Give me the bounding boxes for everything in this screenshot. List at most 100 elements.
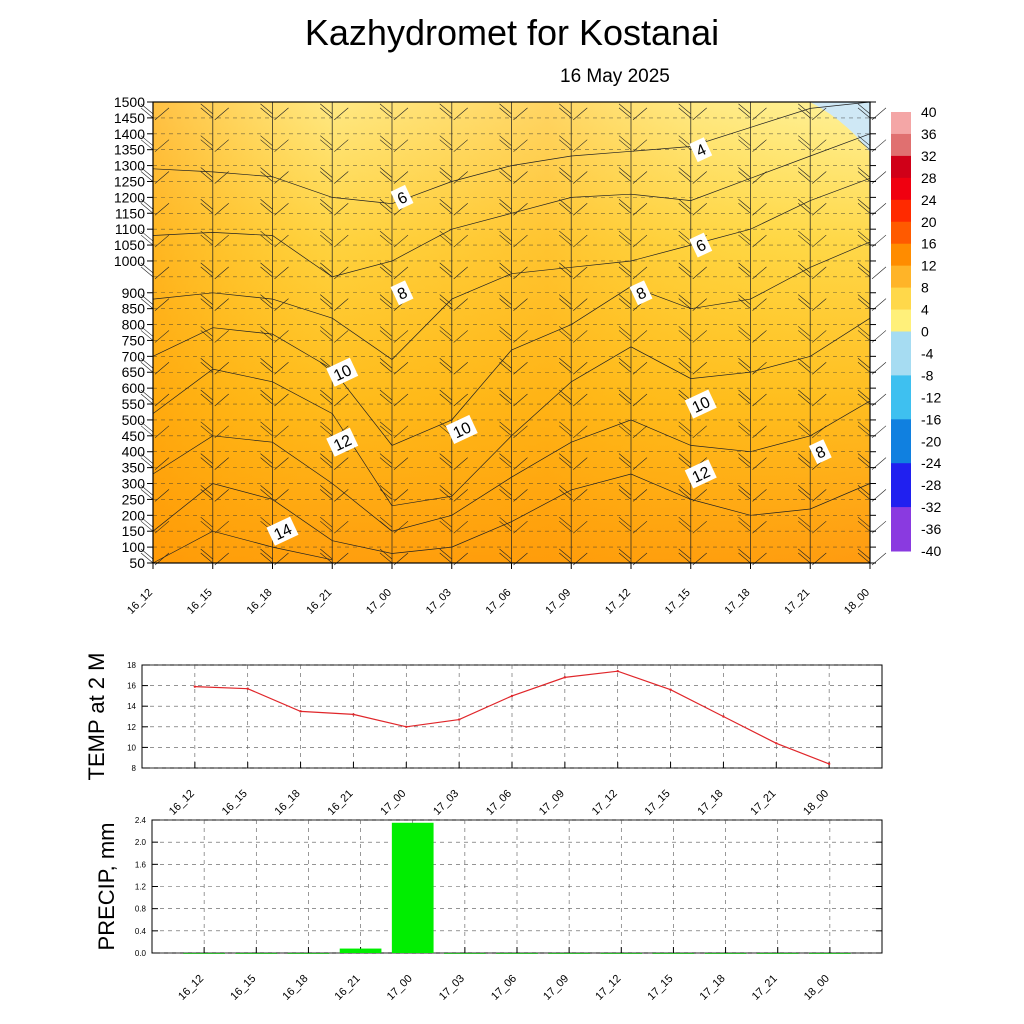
wind-barb [320, 230, 349, 248]
colorbar-segment [891, 133, 911, 157]
wind-barb [140, 199, 170, 216]
colorbar-label: 8 [921, 280, 929, 296]
x-tick-label: 17_18 [695, 788, 725, 818]
temp-point [299, 710, 302, 713]
wind-barb [738, 230, 767, 248]
temp-point [563, 676, 567, 679]
wind-barb [798, 199, 827, 216]
x-tick-label: 17_18 [723, 587, 753, 617]
temp-point [616, 669, 619, 673]
temp-point [246, 687, 249, 690]
wind-barb [379, 485, 409, 502]
wind-barb [260, 230, 289, 248]
wind-barb [499, 358, 528, 375]
wind-barb [260, 262, 289, 280]
colorbar-label: -20 [921, 433, 941, 449]
colorbar-label: 4 [921, 302, 929, 318]
wind-barb [798, 135, 827, 152]
wind-barb [738, 485, 767, 502]
x-tick-label: 17_15 [645, 973, 675, 1003]
wind-barb [439, 358, 468, 375]
wind-barb [738, 516, 767, 534]
wind-barb [379, 230, 409, 248]
wind-barb [200, 389, 229, 407]
wind-barb [559, 103, 588, 121]
y-tick-label: 450 [122, 428, 146, 444]
wind-barb [678, 358, 707, 375]
wind-barb [559, 199, 588, 216]
contour-label-box [689, 137, 713, 163]
wind-barb [738, 262, 767, 280]
wind-barb [200, 453, 229, 470]
contour-label: 12 [326, 427, 359, 457]
temp-point [722, 715, 725, 718]
x-tick-label: 16_15 [220, 788, 250, 818]
wind-barb [140, 135, 170, 152]
x-tick-label: 17_15 [643, 788, 673, 818]
wind-barb [499, 453, 528, 470]
wind-barb [140, 262, 170, 280]
wind-barb [618, 358, 648, 375]
wind-barb [439, 485, 468, 502]
wind-barb [140, 516, 170, 534]
y-tick-label: 700 [122, 348, 146, 364]
temp-2m-panel: 8 10 12 14 16 18 16_12 16_15 16_18 16_21 17_00 17_0… [84, 653, 883, 818]
x-tick-label: 17_00 [364, 587, 394, 617]
contour-label: 10 [684, 389, 717, 419]
wind-barb [738, 199, 767, 216]
contour-label-box [689, 232, 713, 258]
x-tick-label: 16_18 [273, 788, 303, 818]
wind-barb [499, 103, 528, 121]
wind-barb [738, 358, 767, 375]
wind-barb [738, 135, 767, 152]
y-tick-label: 1050 [114, 237, 145, 253]
y-tick-label: 1500 [114, 94, 145, 110]
colorbar: 4036322824201612840-4-8-12-16-20-24-28-3… [891, 104, 941, 559]
wind-barb [499, 135, 528, 152]
temp-point [669, 688, 672, 691]
wind-barb [140, 485, 170, 502]
y-tick-label: 14 [127, 702, 136, 711]
wind-barb [499, 326, 528, 343]
contour-label-box [390, 184, 414, 210]
precip-panel: 0.0 0.4 0.8 1.2 1.6 2.0 2.4 16_12 16_15 16_18 16_2… [94, 816, 883, 1003]
y-tick-label: 2.4 [135, 816, 147, 825]
x-tick-label: 18_00 [802, 973, 832, 1003]
y-tick-label: 1000 [114, 253, 145, 269]
wind-barb [499, 421, 528, 439]
wind-barb [379, 516, 409, 534]
y-tick-label: 1300 [114, 158, 145, 174]
colorbar-segment [891, 221, 911, 245]
wind-barb [140, 294, 170, 311]
wind-barb [260, 326, 289, 343]
y-tick-label: 1.6 [135, 860, 147, 869]
x-tick-label: 17_00 [385, 973, 415, 1003]
colorbar-segment [891, 419, 911, 442]
wind-barb [678, 421, 707, 439]
y-tick-label: 1450 [114, 110, 145, 126]
wind-barb [439, 167, 468, 184]
x-tick-label: 17_09 [537, 788, 567, 818]
wind-barb [738, 167, 767, 184]
temp-point [193, 685, 197, 688]
y-tick-label: 500 [122, 412, 146, 428]
wind-barb [678, 167, 707, 184]
wind-barb [798, 516, 827, 534]
wind-barb [320, 326, 349, 343]
wind-barb [260, 199, 289, 216]
wind-barb [439, 453, 468, 470]
wind-barb [260, 485, 289, 502]
wind-barb [499, 294, 528, 311]
wind-barb [678, 103, 707, 121]
wind-barb [379, 358, 409, 375]
colorbar-segment [891, 309, 911, 332]
wind-barb [499, 516, 528, 534]
y-tick-label: 50 [129, 555, 145, 571]
wind-barb [320, 103, 349, 121]
y-tick-label: 1350 [114, 142, 145, 158]
wind-barb [439, 262, 468, 280]
chart-title: Kazhydromet for Kostanai [304, 12, 720, 53]
x-tick-label: 16_21 [333, 973, 363, 1003]
wind-barb [678, 199, 707, 216]
